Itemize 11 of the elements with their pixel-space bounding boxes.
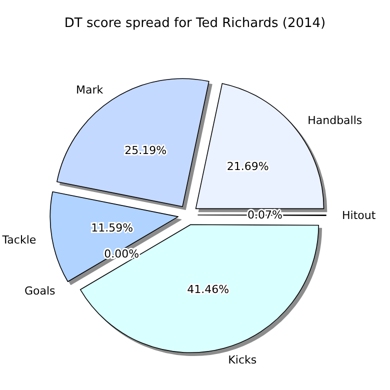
slice-label: Mark — [76, 83, 104, 96]
data-label: 41.46% — [187, 282, 230, 296]
slice-label: Kicks — [228, 353, 257, 366]
slice-label: Handballs — [308, 114, 362, 128]
data-label: 25.19% — [124, 144, 167, 158]
data-label: 11.59% — [91, 221, 134, 234]
slice-label: Hitout — [342, 208, 376, 222]
data-label: 21.69% — [226, 160, 269, 173]
category-label: Goals — [24, 284, 56, 298]
chart-title: DT score spread for Ted Richards (2014) — [64, 16, 326, 31]
slice-label: Tackle — [1, 234, 36, 247]
